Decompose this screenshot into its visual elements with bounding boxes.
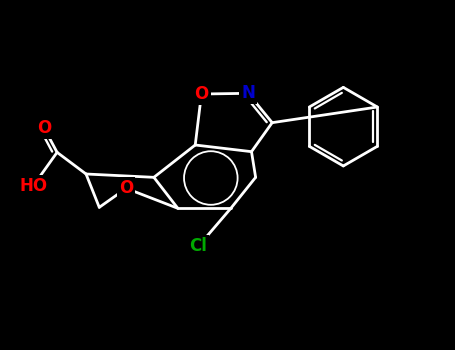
Text: O: O bbox=[119, 179, 133, 197]
Text: HO: HO bbox=[19, 177, 47, 195]
Text: O: O bbox=[37, 119, 51, 137]
Text: Cl: Cl bbox=[190, 237, 207, 255]
Text: O: O bbox=[194, 85, 208, 103]
Text: N: N bbox=[241, 84, 255, 102]
